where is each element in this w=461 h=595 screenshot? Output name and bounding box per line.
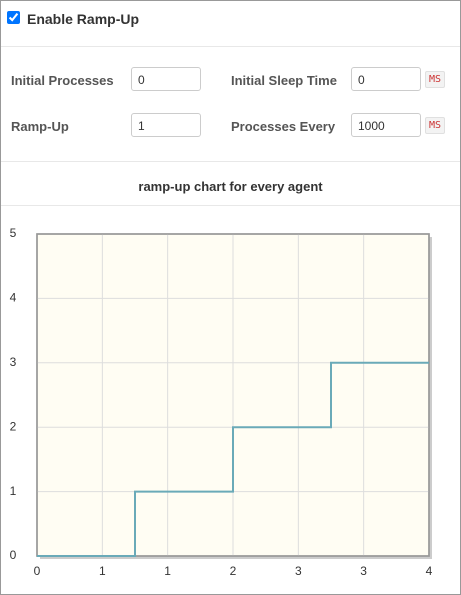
- separator: [1, 205, 460, 206]
- checkbox[interactable]: [7, 11, 20, 24]
- separator: [1, 161, 460, 162]
- x-tick-label: 4: [426, 564, 433, 578]
- chart-title: ramp-up chart for every agent: [138, 179, 323, 194]
- separator: [1, 46, 460, 47]
- x-tick-label: 2: [230, 564, 237, 578]
- plot-border: [36, 233, 430, 557]
- unit-badge: MS: [425, 71, 446, 88]
- field-label: Ramp-Up: [11, 119, 69, 134]
- text-input[interactable]: 0: [351, 67, 421, 91]
- x-tick-label: 1: [164, 564, 171, 578]
- y-tick-label: 3: [10, 355, 17, 369]
- field-label: Initial Processes: [11, 73, 114, 88]
- y-tick-label: 1: [10, 484, 17, 498]
- x-tick-label: 0: [34, 564, 41, 578]
- text-input[interactable]: 0: [131, 67, 201, 91]
- checkbox-label[interactable]: Enable Ramp-Up: [27, 11, 140, 27]
- y-tick-label: 2: [10, 419, 17, 433]
- y-tick-label: 5: [10, 226, 17, 240]
- text-input[interactable]: 1: [131, 113, 201, 137]
- y-tick-label: 4: [10, 291, 17, 305]
- field-label: Processes Every: [231, 119, 336, 134]
- x-tick-label: 3: [360, 564, 367, 578]
- x-tick-label: 1: [99, 564, 106, 578]
- x-tick-label: 3: [295, 564, 302, 578]
- text-input[interactable]: 1000: [351, 113, 421, 137]
- y-tick-label: 0: [10, 548, 17, 562]
- chart: 0 1 2 3 4 5 0 1 1 2 3 3 4: [10, 226, 433, 578]
- unit-badge: MS: [425, 117, 446, 134]
- data-line: [37, 361, 429, 557]
- field-label: Initial Sleep Time: [231, 73, 337, 88]
